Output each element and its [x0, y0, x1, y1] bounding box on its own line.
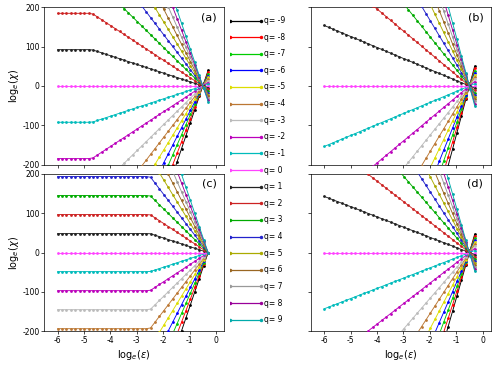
Text: q= 4: q= 4 [264, 232, 283, 241]
Text: (a): (a) [201, 12, 217, 22]
Text: q= -8: q= -8 [264, 33, 285, 42]
Text: q= 9: q= 9 [264, 315, 283, 324]
Text: q= -7: q= -7 [264, 49, 285, 58]
Y-axis label: log$_e$($\chi$): log$_e$($\chi$) [7, 69, 21, 103]
Text: (d): (d) [467, 179, 483, 189]
Text: q= 0: q= 0 [264, 166, 283, 174]
X-axis label: log$_e$($\varepsilon$): log$_e$($\varepsilon$) [384, 348, 418, 362]
Text: q= -9: q= -9 [264, 16, 285, 25]
Text: q= 1: q= 1 [264, 182, 283, 191]
Text: q= 5: q= 5 [264, 249, 283, 258]
Text: (c): (c) [202, 179, 217, 189]
Text: q= -6: q= -6 [264, 66, 285, 75]
Text: q= 7: q= 7 [264, 282, 283, 291]
X-axis label: log$_e$($\varepsilon$): log$_e$($\varepsilon$) [117, 348, 151, 362]
Text: q= 2: q= 2 [264, 199, 283, 208]
Text: q= -1: q= -1 [264, 149, 285, 158]
Text: q= 8: q= 8 [264, 298, 283, 308]
Y-axis label: log$_e$($\chi$): log$_e$($\chi$) [7, 236, 21, 270]
Text: q= -5: q= -5 [264, 82, 285, 92]
Text: q= -3: q= -3 [264, 116, 285, 125]
Text: q= -2: q= -2 [264, 132, 285, 141]
Text: (b): (b) [467, 12, 483, 22]
Text: q= 6: q= 6 [264, 265, 283, 274]
Text: q= -4: q= -4 [264, 99, 285, 108]
Text: q= 3: q= 3 [264, 215, 283, 224]
